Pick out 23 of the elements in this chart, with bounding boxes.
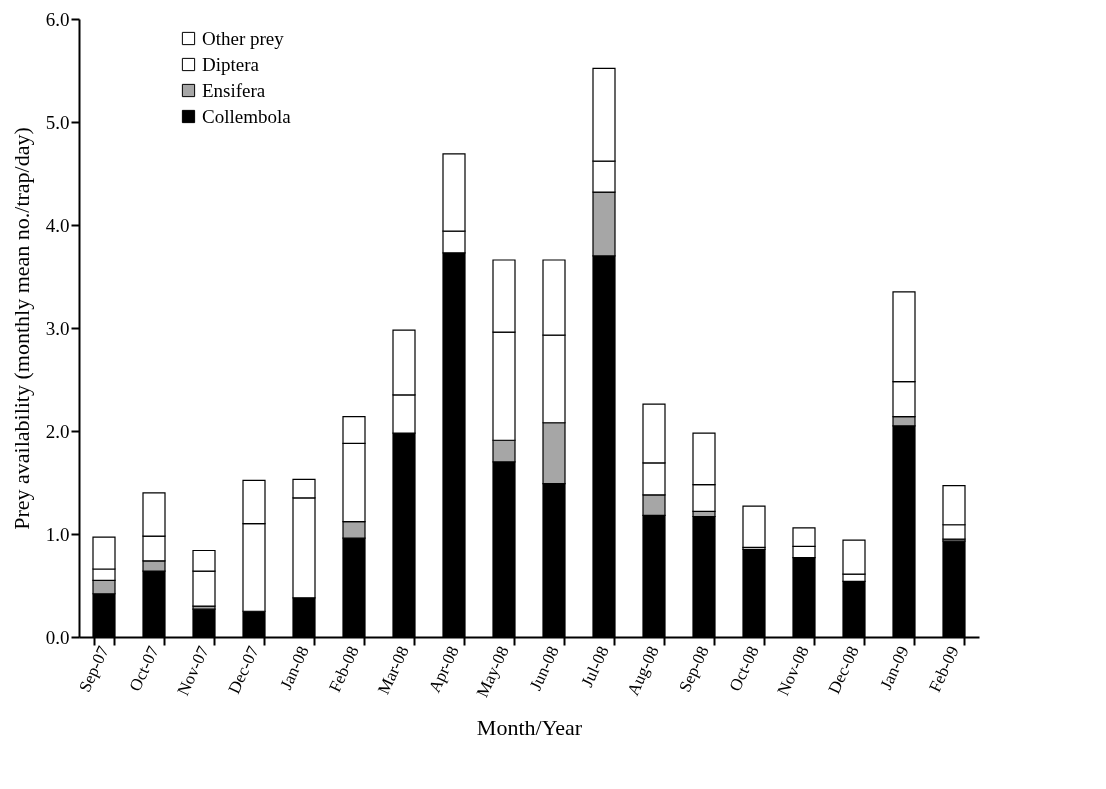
x-tick-label: Apr-08 xyxy=(424,643,463,696)
x-tick-label: Oct-07 xyxy=(125,642,163,695)
x-tick-label: Jan-08 xyxy=(276,643,313,693)
legend-label: Collembola xyxy=(202,105,292,127)
y-tick-label: 5.0 xyxy=(45,111,70,133)
legend-label: Ensifera xyxy=(202,79,266,101)
x-tick-label: Jun-08 xyxy=(525,643,563,694)
x-tick-label: Sep-08 xyxy=(675,643,713,695)
y-tick-label: 3.0 xyxy=(45,317,70,339)
legend-label: Other prey xyxy=(202,27,285,49)
y-tick-label: 0.0 xyxy=(45,626,70,648)
y-tick-label: 4.0 xyxy=(45,214,70,236)
x-tick-label: Sep-07 xyxy=(75,642,113,695)
x-tick-label: Oct-08 xyxy=(725,643,763,695)
y-tick-label: 1.0 xyxy=(45,523,70,545)
legend-label: Diptera xyxy=(202,53,260,75)
y-tick-label: 6.0 xyxy=(45,8,70,30)
y-axis-title: Prey availability (monthly mean no./trap/day) xyxy=(8,127,34,530)
y-tick-label: 2.0 xyxy=(45,420,70,442)
x-tick-label: Jul-08 xyxy=(577,643,613,690)
bar xyxy=(742,505,766,548)
x-axis-title: Month/Year xyxy=(476,714,583,740)
x-tick-label: Jan-09 xyxy=(876,643,913,693)
